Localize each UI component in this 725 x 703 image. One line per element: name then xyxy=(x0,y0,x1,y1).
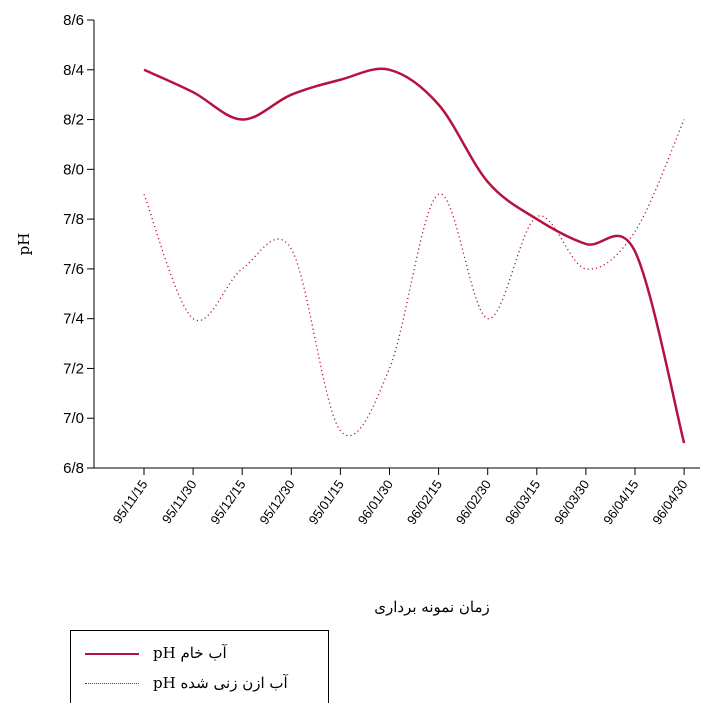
y-tick-label: 7/0 xyxy=(63,410,84,427)
legend-label-raw-water: pH آب خام xyxy=(153,644,227,662)
x-axis: 95/11/15 95/11/30 95/12/15 95/12/30 95/01/15… xyxy=(94,467,700,527)
x-tick-label: 95/11/30 xyxy=(159,477,200,526)
y-tick-label: 8/4 xyxy=(63,62,84,79)
legend-item-raw-water: pH آب خام xyxy=(71,639,328,669)
y-tick-label: 7/8 xyxy=(63,211,84,228)
x-tick-label: 95/12/15 xyxy=(207,477,248,527)
x-tick-label: 95/12/30 xyxy=(256,477,297,527)
series-layer xyxy=(143,67,686,444)
x-tick-label: 96/02/15 xyxy=(404,477,445,527)
y-tick-label: 6/8 xyxy=(63,460,84,477)
x-tick-label: 95/01/15 xyxy=(306,477,347,527)
x-axis-title: زمان نمونه برداری xyxy=(374,598,490,616)
x-tick-label: 95/11/15 xyxy=(110,477,151,526)
y-axis: 6/8 7/0 7/2 7/4 7/6 7/8 8/0 8/2 8/4 8/6 xyxy=(63,12,95,477)
series-line-ozonated-water xyxy=(143,119,685,437)
x-tick-label: 96/04/30 xyxy=(649,477,690,527)
y-tick-label: 7/4 xyxy=(63,311,84,328)
legend: pH آب خام pH آب ازن زنی شده xyxy=(70,630,329,703)
y-tick-label: 8/0 xyxy=(63,161,84,178)
legend-item-ozonated-water: pH آب ازن زنی شده xyxy=(71,669,328,699)
x-tick-label: 96/03/30 xyxy=(551,477,592,527)
x-tick-label: 96/02/30 xyxy=(453,477,494,527)
legend-swatch-solid xyxy=(85,653,139,655)
x-tick-label: 96/01/30 xyxy=(355,477,396,527)
x-tick-label: 96/03/15 xyxy=(502,477,543,527)
x-tick-label: 96/04/15 xyxy=(600,477,641,527)
y-tick-label: 8/6 xyxy=(63,12,84,29)
y-axis-title: pH xyxy=(15,233,33,256)
y-tick-label: 7/2 xyxy=(63,360,84,377)
legend-swatch-dotted xyxy=(85,683,139,684)
series-line-raw-water xyxy=(143,67,686,444)
legend-label-ozonated-water: pH آب ازن زنی شده xyxy=(153,674,288,692)
y-tick-label: 8/2 xyxy=(63,112,84,129)
y-tick-label: 7/6 xyxy=(63,261,84,278)
